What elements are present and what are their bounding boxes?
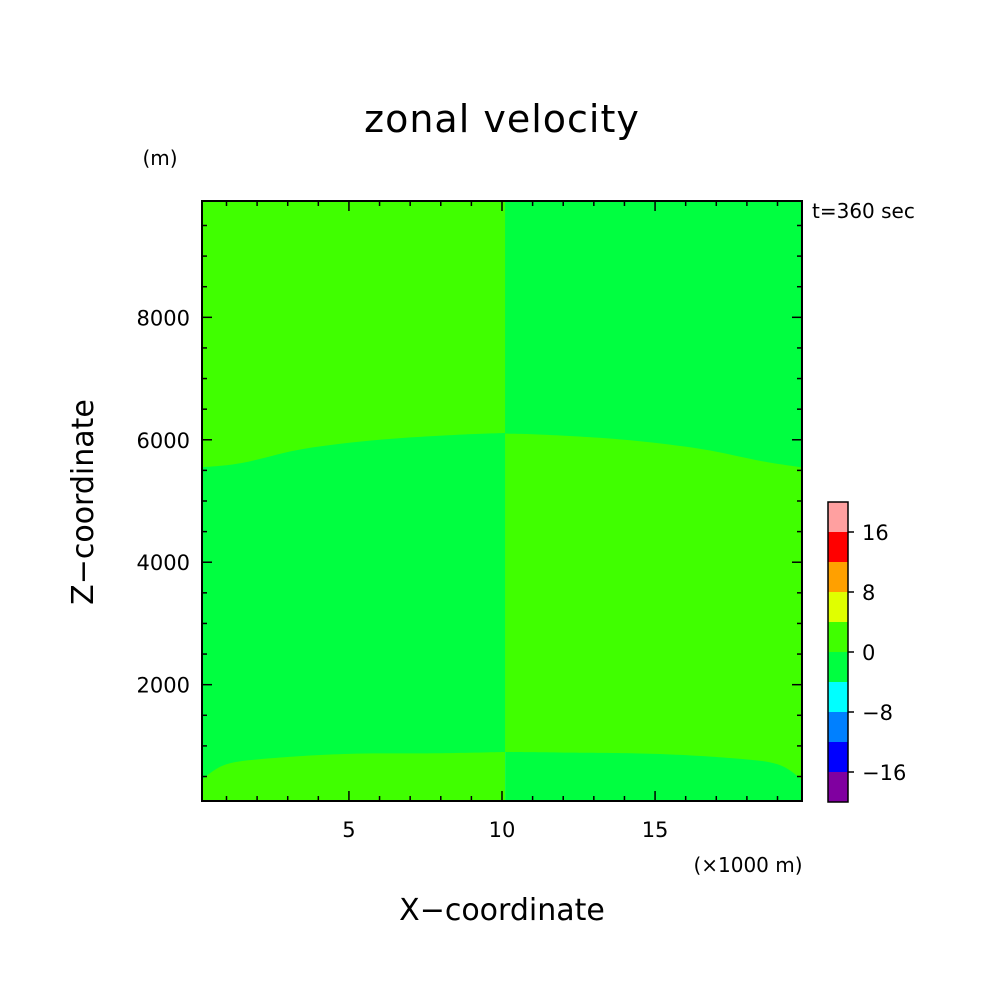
colorbar-swatch <box>828 682 848 712</box>
y-tick-label: 2000 <box>137 674 190 698</box>
x-tick-labels: 5 10 15 <box>342 818 668 842</box>
colorbar-tick-label: 16 <box>862 521 889 545</box>
region-right-top <box>505 201 802 468</box>
colorbar-tick-label: 8 <box>862 581 875 605</box>
colorbar-swatch <box>828 652 848 682</box>
colorbar-swatch <box>828 772 848 802</box>
x-tick-label: 10 <box>489 818 516 842</box>
time-label: t=360 sec <box>812 199 915 223</box>
colorbar-swatch <box>828 712 848 742</box>
chart-title: zonal velocity <box>364 97 640 141</box>
colorbar-swatch <box>828 532 848 562</box>
y-unit-label: (m) <box>142 146 177 170</box>
y-tick-label: 6000 <box>137 429 190 453</box>
colorbar-swatch <box>828 592 848 622</box>
colorbar-tick-label: −16 <box>862 761 906 785</box>
y-tick-label: 4000 <box>137 551 190 575</box>
colorbar-swatch <box>828 742 848 772</box>
colorbar-tick-label: 0 <box>862 641 875 665</box>
colorbar-swatch <box>828 502 848 532</box>
y-tick-labels: 2000 4000 6000 8000 <box>137 306 190 697</box>
x-tick-label: 5 <box>342 818 355 842</box>
region-left-top <box>202 201 506 468</box>
colorbar: −16 −8 0 8 16 <box>827 501 906 803</box>
colorbar-tick-label: −8 <box>862 701 893 725</box>
plot-frame <box>201 200 803 802</box>
y-axis-title: Z−coordinate <box>66 399 101 605</box>
colorbar-swatch <box>828 562 848 592</box>
x-unit-label: (×1000 m) <box>693 853 802 877</box>
x-axis-title: X−coordinate <box>399 893 605 928</box>
y-tick-label: 8000 <box>137 306 190 330</box>
contour-fill <box>202 201 802 801</box>
x-tick-label: 15 <box>642 818 669 842</box>
colorbar-swatch <box>828 622 848 652</box>
